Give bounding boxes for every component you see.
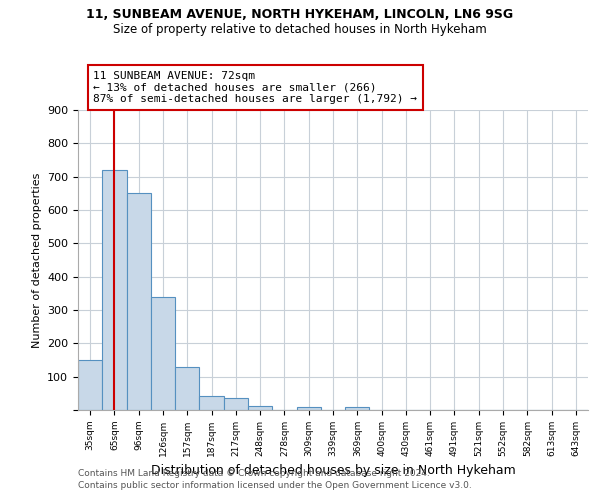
Bar <box>296 408 321 410</box>
Bar <box>78 360 102 410</box>
Text: Contains public sector information licensed under the Open Government Licence v3: Contains public sector information licen… <box>78 481 472 490</box>
Bar <box>127 194 151 410</box>
Bar <box>345 408 370 410</box>
Text: Contains HM Land Registry data © Crown copyright and database right 2024.: Contains HM Land Registry data © Crown c… <box>78 468 430 477</box>
Y-axis label: Number of detached properties: Number of detached properties <box>32 172 41 348</box>
Bar <box>199 396 224 410</box>
Text: Size of property relative to detached houses in North Hykeham: Size of property relative to detached ho… <box>113 22 487 36</box>
Bar <box>175 366 199 410</box>
Bar <box>248 406 272 410</box>
Bar <box>102 170 127 410</box>
Text: 11 SUNBEAM AVENUE: 72sqm
← 13% of detached houses are smaller (266)
87% of semi-: 11 SUNBEAM AVENUE: 72sqm ← 13% of detach… <box>94 71 418 104</box>
Bar <box>151 296 175 410</box>
Bar <box>224 398 248 410</box>
Text: 11, SUNBEAM AVENUE, NORTH HYKEHAM, LINCOLN, LN6 9SG: 11, SUNBEAM AVENUE, NORTH HYKEHAM, LINCO… <box>86 8 514 20</box>
X-axis label: Distribution of detached houses by size in North Hykeham: Distribution of detached houses by size … <box>151 464 515 477</box>
